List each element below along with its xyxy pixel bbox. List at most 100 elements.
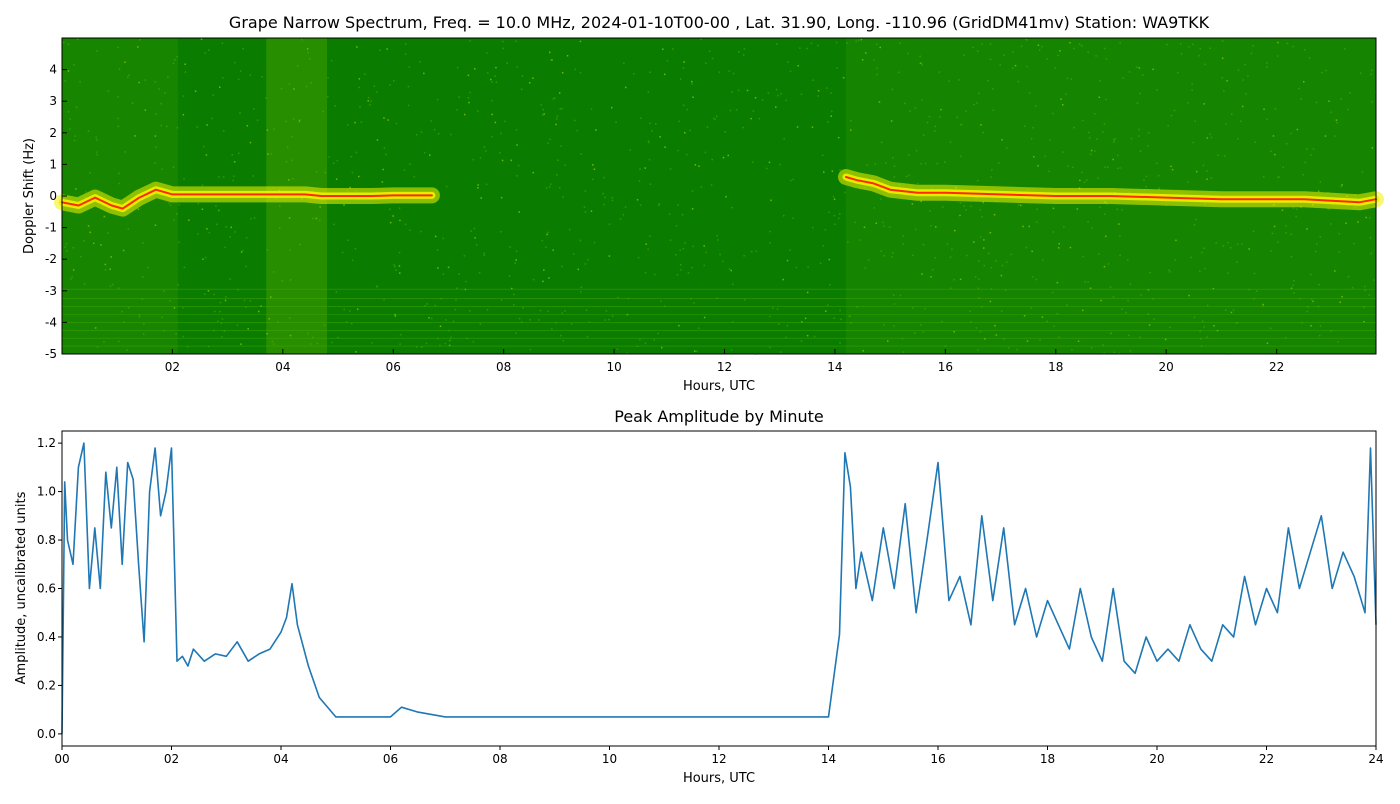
spectrum-noise-speck — [491, 81, 493, 83]
spectrum-noise-speck — [864, 267, 867, 269]
spectrum-noise-speck — [584, 190, 587, 192]
spectrum-noise-speck — [1241, 105, 1244, 108]
spectrum-noise-speck — [330, 59, 333, 62]
spectrum-noise-speck — [1196, 170, 1198, 173]
spectrum-noise-speck — [1198, 54, 1200, 57]
spectrum-noise-speck — [1364, 289, 1367, 292]
spectrum-noise-speck — [891, 88, 894, 91]
spectrum-noise-speck — [176, 126, 179, 129]
spectrum-noise-speck — [989, 43, 992, 45]
spectrum-noise-speck — [478, 272, 481, 274]
spectrum-noise-speck — [358, 86, 360, 89]
spectrum-noise-speck — [389, 84, 391, 86]
spectrum-noise-speck — [1088, 137, 1091, 139]
spectrum-noise-speck — [725, 196, 727, 198]
spectrum-noise-speck — [206, 124, 208, 126]
spectrum-noise-speck — [595, 129, 597, 131]
spectrum-noise-speck — [637, 256, 640, 259]
spectrum-noise-speck — [1082, 309, 1084, 312]
spectrum-noise-speck — [604, 196, 606, 199]
spectrum-noise-speck — [679, 78, 682, 80]
spectrum-noise-speck — [543, 113, 545, 115]
spectrum-x-tick-label: 14 — [827, 360, 842, 374]
spectrum-noise-speck — [142, 333, 145, 335]
spectrum-noise-speck — [876, 43, 878, 45]
spectrum-noise-speck — [261, 76, 263, 78]
spectrum-noise-speck — [796, 126, 799, 128]
spectrum-noise-speck — [829, 284, 831, 286]
spectrum-noise-speck — [511, 287, 513, 290]
spectrum-noise-speck — [394, 315, 397, 317]
spectrum-noise-speck — [247, 328, 249, 330]
spectrum-noise-speck — [485, 183, 488, 186]
spectrum-noise-speck — [638, 180, 641, 182]
spectrum-noise-speck — [286, 146, 289, 149]
spectrum-noise-speck — [974, 276, 977, 278]
spectrum-noise-speck — [545, 246, 547, 248]
spectrum-noise-speck — [237, 288, 239, 291]
spectrum-noise-speck — [1152, 68, 1154, 71]
amplitude-x-ticks: 00 02 04 06 08 10 12 14 16 18 20 22 24 — [54, 746, 1384, 766]
spectrum-noise-speck — [1001, 264, 1004, 267]
spectrum-noise-speck — [893, 303, 896, 305]
spectrum-noise-speck — [285, 120, 287, 123]
spectrum-noise-speck — [404, 53, 407, 55]
spectrum-noise-speck — [1138, 128, 1140, 131]
spectrum-noise-speck — [1285, 232, 1287, 234]
spectrum-noise-speck — [324, 171, 327, 174]
spectrum-noise-speck — [938, 71, 941, 73]
spectrum-noise-speck — [1035, 278, 1038, 281]
spectrum-noise-speck — [267, 153, 269, 155]
spectrum-noise-speck — [1083, 181, 1086, 183]
amplitude-plot-background — [62, 431, 1376, 746]
spectrum-noise-speck — [1103, 265, 1106, 268]
spectrum-noise-speck — [104, 269, 107, 271]
spectrum-noise-speck — [833, 198, 836, 200]
spectrum-noise-speck — [703, 316, 706, 319]
spectrum-noise-speck — [776, 43, 778, 45]
spectrum-noise-speck — [639, 168, 641, 170]
spectrum-noise-speck — [924, 162, 927, 165]
spectrum-noise-speck — [223, 130, 225, 132]
spectrum-noise-speck — [941, 320, 943, 323]
spectrum-noise-speck — [96, 139, 98, 141]
spectrum-noise-speck — [1143, 179, 1145, 181]
spectrum-noise-speck — [554, 97, 556, 99]
spectrum-noise-speck — [201, 208, 204, 210]
spectrum-noise-speck — [1217, 154, 1219, 156]
spectrum-noise-speck — [1180, 53, 1183, 55]
spectrum-noise-speck — [469, 310, 471, 312]
spectrum-noise-speck — [865, 52, 867, 54]
spectrum-noise-speck — [354, 248, 357, 250]
spectrum-noise-speck — [979, 331, 982, 333]
spectrum-noise-speck — [516, 175, 518, 177]
spectrum-noise-speck — [1222, 245, 1225, 247]
spectrum-noise-speck — [175, 333, 177, 335]
spectrum-noise-speck — [298, 121, 301, 123]
spectrum-noise-speck — [385, 153, 387, 156]
spectrum-noise-speck — [1363, 321, 1365, 323]
spectrum-noise-speck — [67, 111, 70, 113]
spectrum-noise-speck — [1117, 154, 1119, 157]
spectrum-noise-speck — [265, 97, 267, 99]
spectrum-noise-speck — [592, 178, 594, 180]
spectrum-noise-speck — [1325, 69, 1327, 72]
spectrum-noise-speck — [485, 150, 487, 152]
spectrum-noise-speck — [648, 141, 650, 144]
spectrum-noise-speck — [905, 175, 908, 178]
spectrum-noise-speck — [1292, 45, 1294, 48]
spectrum-noise-speck — [1017, 80, 1020, 83]
spectrum-noise-speck — [590, 108, 593, 110]
spectrum-noise-speck — [839, 213, 841, 215]
spectrum-noise-speck — [1036, 208, 1038, 210]
spectrum-noise-speck — [182, 114, 185, 116]
spectrum-noise-speck — [990, 267, 993, 269]
spectrum-noise-speck — [298, 119, 301, 122]
spectrum-noise-speck — [472, 158, 475, 161]
spectrum-x-ticks: 02 04 06 08 10 12 14 16 18 20 22 — [165, 349, 1284, 374]
spectrum-noise-speck — [429, 154, 431, 156]
spectrum-noise-speck — [973, 103, 975, 106]
spectrum-noise-speck — [1067, 165, 1069, 167]
spectrum-noise-speck — [358, 175, 360, 178]
spectrum-noise-speck — [1052, 207, 1055, 210]
